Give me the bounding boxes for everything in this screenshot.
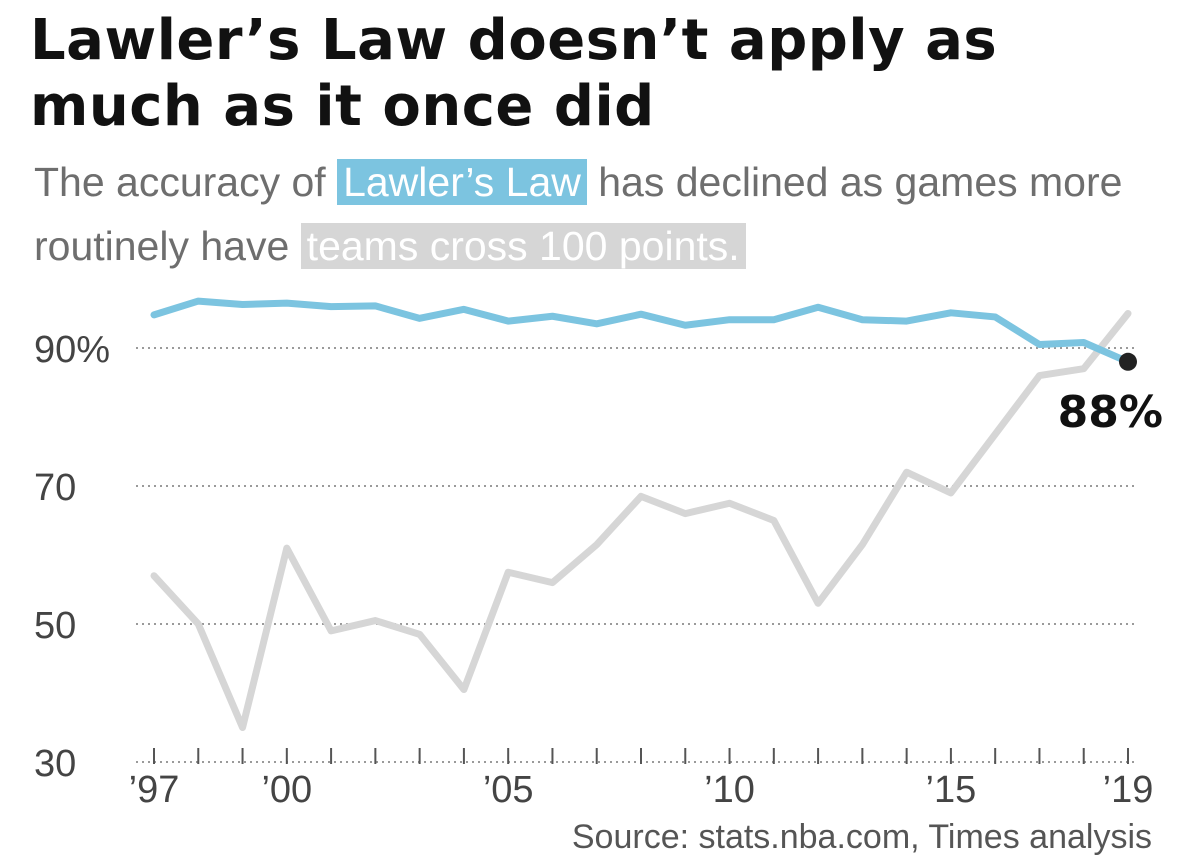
y-tick-label-70: 70 (34, 467, 76, 509)
chart-subtitle: The accuracy of Lawler’s Law has decline… (34, 150, 1184, 278)
accuracy-end-label: 88% (1058, 387, 1163, 438)
legend-cross100-highlight: teams cross 100 points. (300, 223, 746, 269)
accuracy-end-point (1119, 352, 1137, 371)
series-lines (150, 297, 1137, 731)
legend-accuracy-highlight: Lawler’s Law (337, 159, 587, 205)
x-tick-label-2010: ’10 (704, 769, 755, 810)
subtitle-text-2: has declined as games more routinely hav… (34, 159, 1123, 269)
y-tick-label-30: 30 (34, 743, 76, 785)
y-tick-label-50: 50 (34, 605, 76, 647)
x-tick-label-2000: ’00 (261, 769, 312, 810)
x-tick-label-2019: ’19 (1103, 769, 1154, 810)
line-chart: 90% 70 50 30 ’97 ’00 ’05 ’10 ’15 ’19 88% (34, 297, 1163, 810)
gridlines (136, 347, 1138, 763)
x-tick-label-1997: ’97 (129, 769, 180, 810)
x-axis-ticks (153, 748, 1129, 764)
source-note: Source: stats.nba.com, Times analysis (571, 818, 1152, 856)
x-tick-label-2005: ’05 (483, 769, 534, 810)
series-line-cross100 (150, 310, 1132, 731)
axis-labels: 90% 70 50 30 ’97 ’00 ’05 ’10 ’15 ’19 88% (34, 329, 1163, 810)
x-tick-label-2015: ’15 (926, 769, 977, 810)
y-tick-label-90: 90% (34, 329, 110, 371)
series-line-accuracy (150, 297, 1132, 366)
chart-title: Lawler’s Law doesn’t apply as much as it… (30, 8, 998, 139)
subtitle-text-1: The accuracy of (34, 159, 338, 205)
